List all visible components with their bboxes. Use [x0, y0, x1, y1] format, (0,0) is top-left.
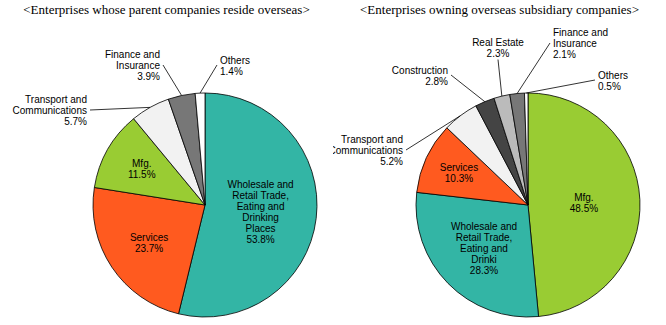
- svg-text:Services23.7%: Services23.7%: [130, 231, 168, 253]
- svg-text:Finance andInsurance3.9%: Finance andInsurance3.9%: [105, 49, 160, 82]
- svg-text:Wholesale andRetail Trade,Eati: Wholesale andRetail Trade,Eating andDrin…: [228, 179, 294, 245]
- svg-text:Others1.4%: Others1.4%: [220, 54, 250, 76]
- svg-text:Others0.5%: Others0.5%: [598, 69, 628, 91]
- svg-text:Mfg.48.5%: Mfg.48.5%: [570, 191, 598, 213]
- html-text:<Enterprises whose parent comp: <Enterprises whose parent companies resi…: [23, 2, 310, 17]
- svg-text:Mfg.11.5%: Mfg.11.5%: [128, 158, 156, 180]
- svg-text:Transport andCommunications5.2: Transport andCommunications5.2%: [333, 134, 403, 167]
- svg-text:Wholesale andRetail Trade,Eati: Wholesale andRetail Trade,Eating andDrin…: [451, 221, 517, 276]
- svg-text:Construction2.8%: Construction2.8%: [392, 64, 448, 86]
- html-text:<Enterprises owning overseas s: <Enterprises owning overseas subsidiary …: [360, 2, 639, 17]
- svg-text:Real Estate2.3%: Real Estate2.3%: [472, 36, 524, 58]
- svg-text:Finance andInsurance2.1%: Finance andInsurance2.1%: [553, 27, 608, 60]
- svg-text:Transport andCommunications5.7: Transport andCommunications5.7%: [13, 94, 88, 127]
- svg-text:Services10.3%: Services10.3%: [440, 162, 478, 184]
